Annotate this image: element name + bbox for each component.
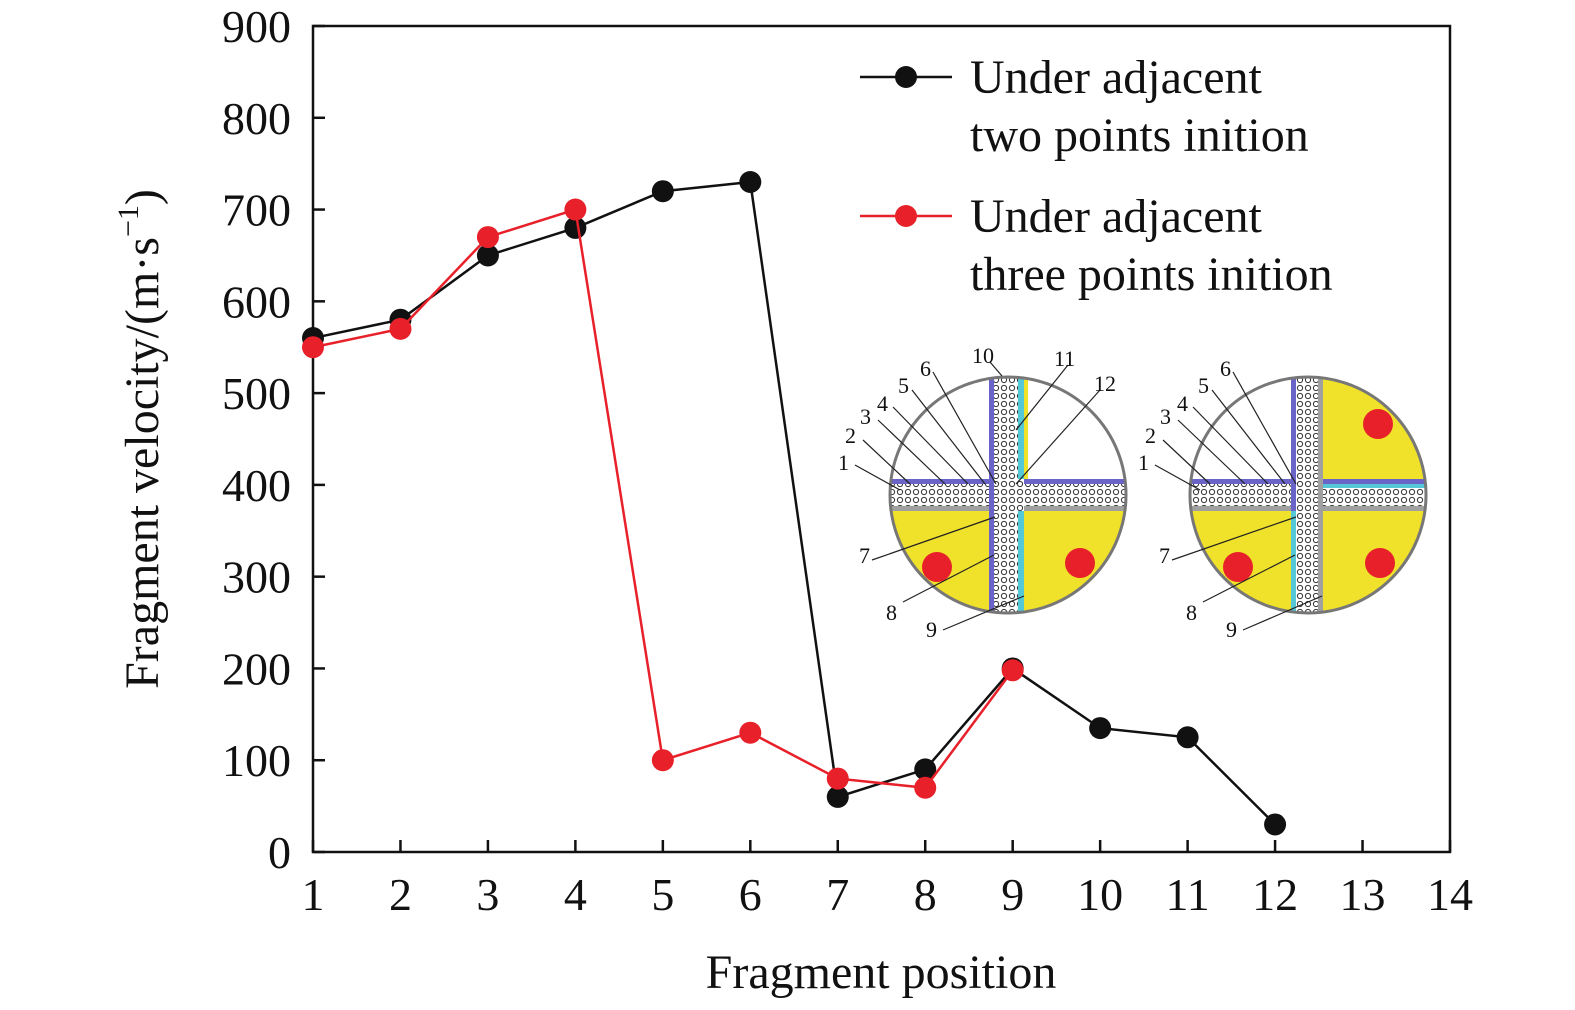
x-tick-label: 7 xyxy=(826,869,849,920)
x-tick-label: 11 xyxy=(1165,869,1209,920)
inset-1-label: 5 xyxy=(898,373,909,398)
x-tick-label: 4 xyxy=(564,869,587,920)
initiation-point-1 xyxy=(1363,409,1393,439)
legend-label-1-line1: Under adjacent xyxy=(970,51,1263,104)
inset-2-label: 6 xyxy=(1220,356,1231,381)
y-axis-title-sup: −1 xyxy=(112,205,145,237)
y-axis-title: Fragment velocity/(m·s−1) xyxy=(112,189,169,689)
inset-1-label: 7 xyxy=(859,543,870,568)
x-tick-label: 13 xyxy=(1340,869,1386,920)
y-axis: 0 100 200 300 400 500 600 700 800 900 xyxy=(222,1,325,878)
inset-1-label: 1 xyxy=(838,450,849,475)
inset-1-label: 4 xyxy=(877,391,888,416)
series-2-point xyxy=(651,749,674,772)
y-tick-label: 700 xyxy=(222,185,291,236)
series-2-point xyxy=(914,776,937,799)
y-tick-label: 900 xyxy=(222,1,291,52)
inset-2-label: 7 xyxy=(1159,543,1170,568)
plot-frame xyxy=(311,24,1452,854)
x-tick-label: 9 xyxy=(1001,869,1024,920)
series-2-point xyxy=(1001,659,1024,682)
legend-marker-1 xyxy=(895,66,917,88)
y-tick-label: 200 xyxy=(222,643,291,694)
y-tick-label: 800 xyxy=(222,93,291,144)
legend-label-2-line1: Under adjacent xyxy=(970,190,1263,243)
legend-label-1-line2: two points inition xyxy=(970,109,1309,162)
inset-1-label: 9 xyxy=(926,617,937,642)
x-tick-label: 14 xyxy=(1427,869,1473,920)
y-tick-label: 400 xyxy=(222,460,291,511)
series-1-point xyxy=(739,171,762,194)
series-2-point xyxy=(564,198,587,221)
series-1-point xyxy=(476,244,499,267)
series-1-point xyxy=(1176,726,1199,749)
y-tick-label: 500 xyxy=(222,368,291,419)
x-axis: 1 2 3 4 5 6 7 8 9 10 11 12 13 14 xyxy=(302,840,1473,920)
y-tick-label: 100 xyxy=(222,735,291,786)
series-2-point xyxy=(476,226,499,249)
inset-2-label: 9 xyxy=(1226,617,1237,642)
x-tick-label: 2 xyxy=(389,869,412,920)
y-axis-title-close: ) xyxy=(116,189,169,205)
initiation-point-2 xyxy=(1223,552,1253,582)
series-1-point xyxy=(826,785,849,808)
series-layer xyxy=(302,171,1287,836)
series-2-point xyxy=(302,336,324,359)
series-2-point xyxy=(826,767,849,790)
series-2-point xyxy=(739,721,762,744)
x-tick-label: 5 xyxy=(651,869,674,920)
inset-2-label: 1 xyxy=(1138,450,1149,475)
x-tick-label: 12 xyxy=(1252,869,1298,920)
legend-marker-2 xyxy=(895,205,917,227)
inset-1-label: 8 xyxy=(886,600,897,625)
series-1-point xyxy=(564,216,587,239)
series-line-1 xyxy=(312,180,1276,826)
y-tick-label: 300 xyxy=(222,552,291,603)
initiation-point-1 xyxy=(922,552,952,582)
y-tick-label: 0 xyxy=(268,827,291,878)
inset-2-label: 8 xyxy=(1186,600,1197,625)
legend-label-2-line2: three points inition xyxy=(970,248,1333,301)
series-1-point xyxy=(1264,813,1287,836)
series-1-point xyxy=(1089,717,1112,740)
inset-1-label: 2 xyxy=(845,423,856,448)
x-tick-label: 1 xyxy=(302,869,325,920)
inset-2-label: 4 xyxy=(1177,391,1188,416)
initiation-point-2 xyxy=(1065,548,1095,578)
y-axis-title-main: Fragment velocity/(m·s xyxy=(116,237,169,689)
inset-1-label: 3 xyxy=(860,404,871,429)
y-tick-label: 600 xyxy=(222,276,291,327)
inset-1-label: 10 xyxy=(972,343,994,368)
series-2-point xyxy=(389,317,412,340)
x-axis-title: Fragment position xyxy=(706,946,1057,999)
x-tick-label: 6 xyxy=(739,869,762,920)
inset-1-label: 11 xyxy=(1054,346,1075,371)
inset-1-label: 12 xyxy=(1094,371,1116,396)
x-tick-label: 10 xyxy=(1077,869,1123,920)
inset-2-label: 2 xyxy=(1145,423,1156,448)
series-1-point xyxy=(914,758,937,781)
x-tick-label: 3 xyxy=(476,869,499,920)
inset-2-label: 5 xyxy=(1198,373,1209,398)
x-tick-label: 8 xyxy=(914,869,937,920)
initiation-point-3 xyxy=(1365,548,1395,578)
series-1-point xyxy=(651,180,674,203)
inset-2-label: 3 xyxy=(1160,404,1171,429)
inset-1-label: 6 xyxy=(920,356,931,381)
